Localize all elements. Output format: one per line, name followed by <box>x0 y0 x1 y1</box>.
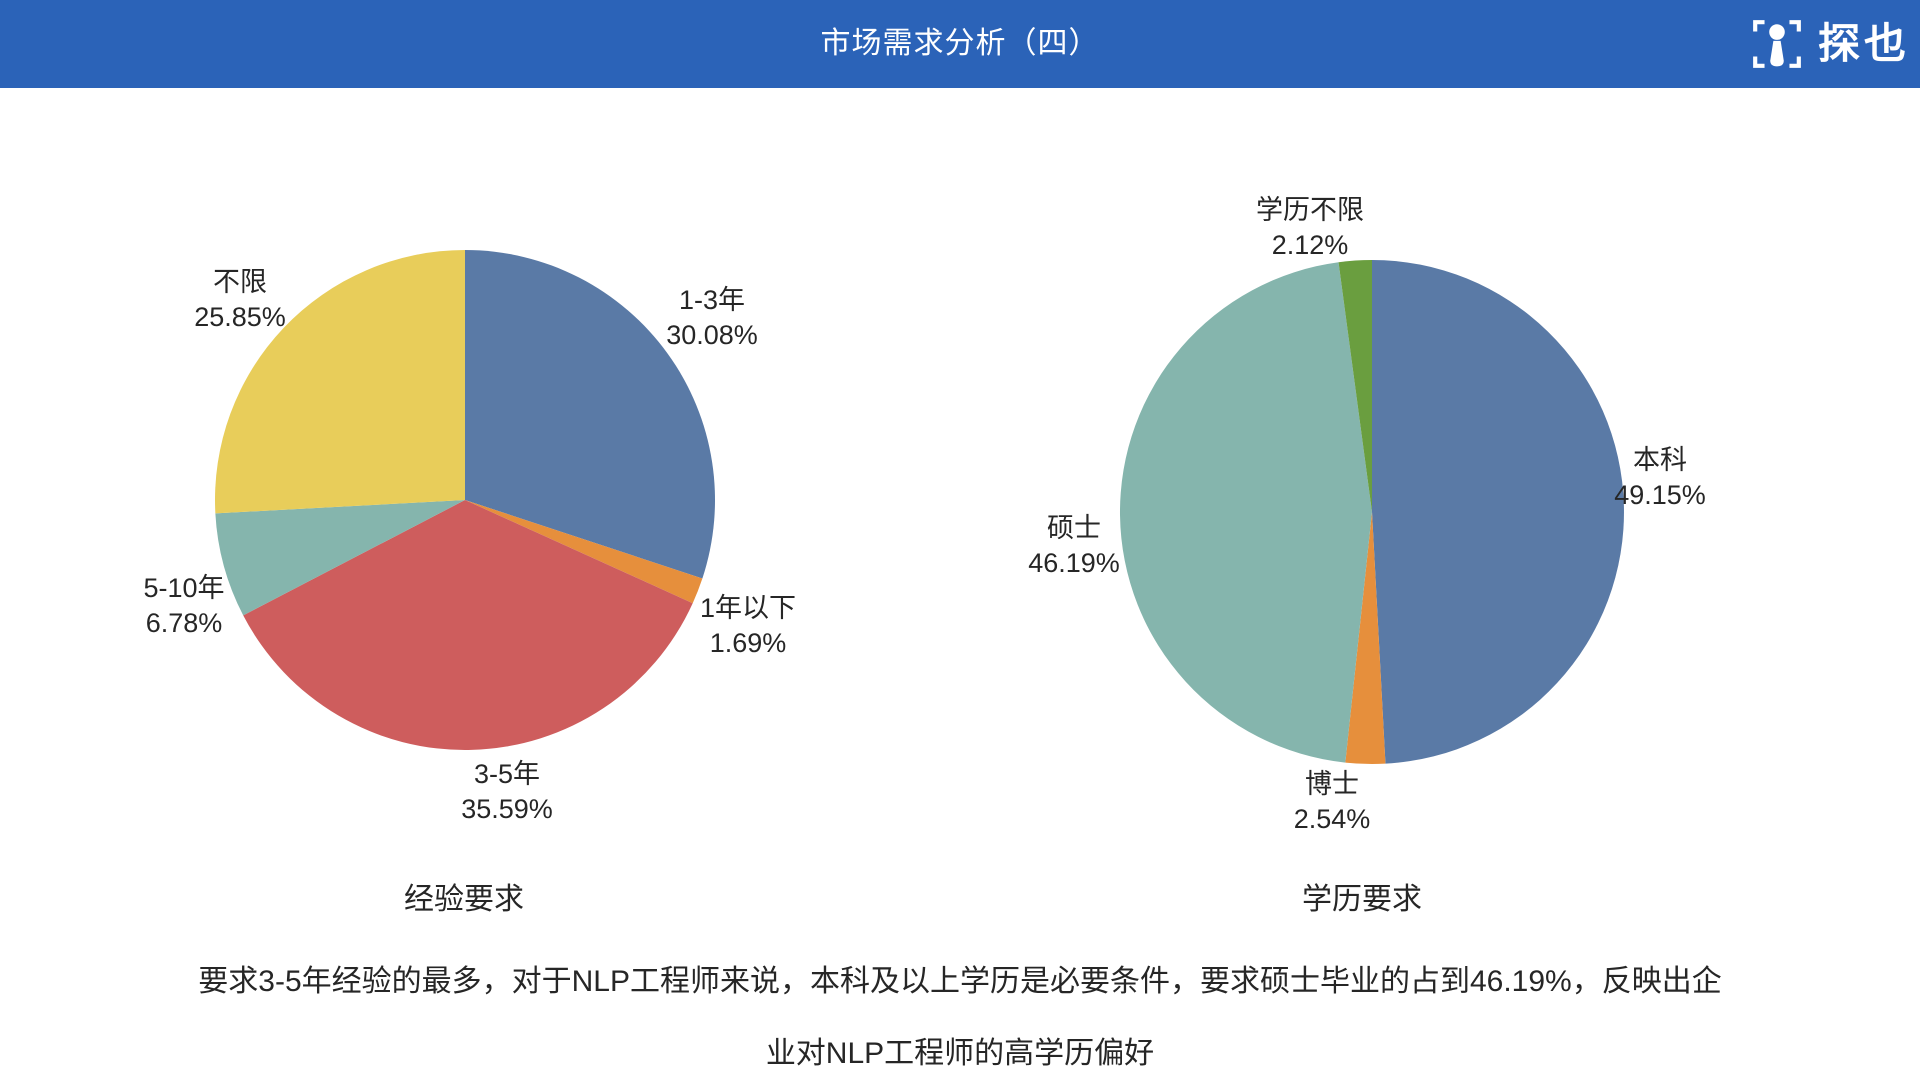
pawn-in-brackets-icon <box>1753 20 1801 68</box>
pie-slice-3-5年 <box>243 500 693 750</box>
pie-slice-label-本科: 本科 49.15% <box>1614 443 1706 513</box>
pie-slice-label-value: 30.08% <box>666 320 758 350</box>
chart-title-education: 学历要求 <box>1302 883 1422 916</box>
pie-slice-label-1-3年: 1-3年 30.08% <box>666 283 758 353</box>
pie-slice-1年以下 <box>465 500 703 604</box>
pie-slice-不限 <box>215 250 465 514</box>
pie-slice-label-value: 46.19% <box>1028 548 1120 578</box>
pie-slice-label-name: 3-5年 <box>473 759 541 789</box>
pie-slice-硕士 <box>1119 262 1372 763</box>
pie-slice-label-value: 1.69% <box>709 628 787 658</box>
pie-slice-label-name: 学历不限 <box>1256 195 1364 225</box>
brand-logo-text: 探也 <box>1817 20 1910 67</box>
pie-slice-学历不限 <box>1338 260 1372 512</box>
pie-slice-label-3-5年: 3-5年 35.59% <box>461 757 553 827</box>
page-title: 市场需求分析（四） <box>820 27 1100 60</box>
analysis-paragraph: 要求3-5年经验的最多，对于NLP工程师来说，本科及以上学历是必要条件，要求硕士… <box>198 965 1722 1070</box>
pie-slice-label-硕士: 硕士 46.19% <box>1028 511 1120 581</box>
pie-slice-label-value: 25.85% <box>194 302 286 332</box>
pie-slice-label-name: 本科 <box>1632 445 1687 475</box>
pie-slice-5-10年 <box>215 500 465 616</box>
pie-slice-label-value: 49.15% <box>1614 480 1706 510</box>
pie-slice-label-1年以下: 1年以下 1.69% <box>700 591 796 661</box>
brand-logo: 探也 <box>1750 0 1910 88</box>
pie-slice-1-3年 <box>465 250 716 579</box>
pie-slice-label-value: 6.78% <box>145 608 223 638</box>
pie-slice-label-value: 2.54% <box>1293 804 1371 834</box>
pie-slice-label-value: 2.12% <box>1271 230 1349 260</box>
pie-slice-label-name: 1-3年 <box>678 285 746 315</box>
header-bar: 市场需求分析（四） 探也 <box>0 0 1920 88</box>
chart-title-experience: 经验要求 <box>404 883 524 916</box>
pie-slice-label-name: 5-10年 <box>143 573 225 603</box>
pie-slice-label-name: 博士 <box>1305 769 1359 799</box>
pie-slice-label-value: 35.59% <box>461 794 553 824</box>
pie-slice-label-name: 不限 <box>212 267 267 297</box>
pie-slice-label-name: 1年以下 <box>699 593 797 623</box>
pie-slice-本科 <box>1372 260 1624 764</box>
pie-slice-label-学历不限: 学历不限 2.12% <box>1256 193 1364 263</box>
pie-slice-label-5-10年: 5-10年 6.78% <box>143 571 224 641</box>
pie-slice-label-博士: 博士 2.54% <box>1294 767 1371 837</box>
pie-slice-label-不限: 不限 25.85% <box>194 265 286 335</box>
pie-slice-label-name: 硕士 <box>1046 513 1101 543</box>
pie-slice-博士 <box>1345 512 1386 764</box>
